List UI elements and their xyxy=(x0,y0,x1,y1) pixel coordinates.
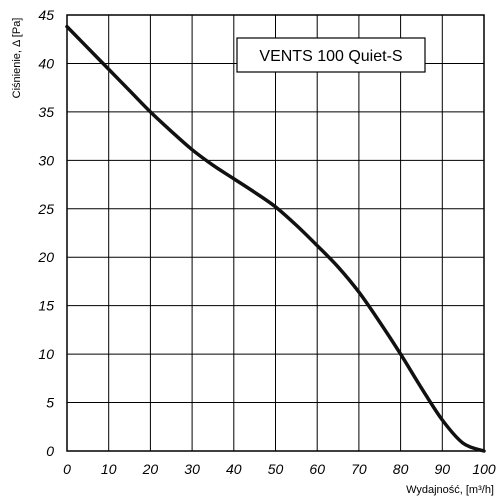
x-axis-title: Wydajność, [m³/h] xyxy=(406,484,494,496)
annotation-box: VENTS 100 Quiet-S xyxy=(236,37,426,73)
y-tick-label: 10 xyxy=(38,346,54,362)
y-tick-label: 15 xyxy=(38,298,54,314)
series-line xyxy=(65,24,486,453)
x-tick-labels: 0 10 20 30 40 50 60 70 80 90 100 xyxy=(63,461,496,477)
y-axis-title: Ciśnienie, Δ [Pa] xyxy=(11,18,23,99)
x-tick-label: 30 xyxy=(184,461,200,477)
y-tick-label: 40 xyxy=(38,55,54,71)
y-tick-label: 35 xyxy=(38,104,54,120)
y-tick-label: 45 xyxy=(38,7,54,23)
y-tick-label: 5 xyxy=(46,395,54,411)
x-tick-label: 40 xyxy=(226,461,242,477)
y-tick-labels: 0 5 10 15 20 25 30 35 40 45 xyxy=(37,7,54,459)
y-tick-label: 25 xyxy=(37,201,54,217)
plot-frame xyxy=(66,14,485,452)
x-tick-label: 20 xyxy=(142,461,159,477)
x-tick-label: 90 xyxy=(435,461,451,477)
x-tick-label: 70 xyxy=(351,461,367,477)
annotation-label: VENTS 100 Quiet-S xyxy=(259,48,402,65)
x-tick-label: 10 xyxy=(101,461,117,477)
x-tick-label: 0 xyxy=(63,461,71,477)
annotation-rect xyxy=(236,37,426,73)
x-tick-label: 100 xyxy=(472,461,496,477)
y-tick-label: 0 xyxy=(46,443,54,459)
x-tick-label: 60 xyxy=(309,461,325,477)
x-tick-label: 50 xyxy=(268,461,284,477)
y-tick-label: 30 xyxy=(38,152,54,168)
y-tick-label: 20 xyxy=(37,249,54,265)
x-tick-label: 80 xyxy=(393,461,409,477)
